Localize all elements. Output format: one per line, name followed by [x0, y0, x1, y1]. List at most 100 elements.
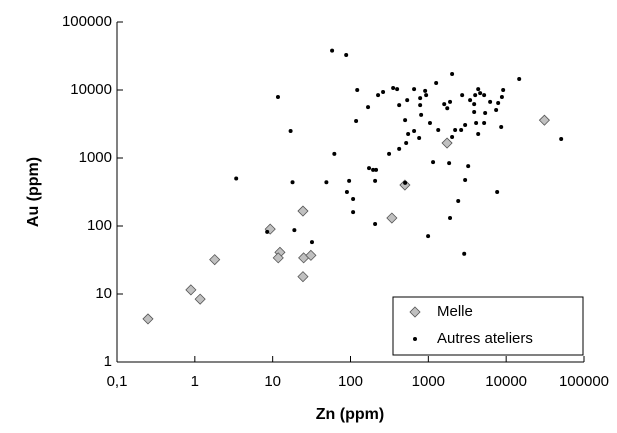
point	[344, 190, 349, 195]
point	[397, 146, 402, 151]
x-tick-label: 10000	[485, 373, 527, 390]
point	[406, 132, 411, 137]
point	[559, 137, 564, 142]
point	[265, 229, 270, 234]
melle-point	[194, 293, 206, 305]
point	[472, 102, 477, 107]
point	[423, 88, 428, 93]
point	[496, 100, 501, 105]
point	[450, 71, 455, 76]
point	[450, 134, 455, 139]
point	[292, 228, 297, 233]
x-tick-label: 100	[338, 373, 363, 390]
point	[403, 118, 408, 123]
point	[288, 128, 293, 133]
melle-point	[142, 313, 154, 325]
point	[412, 87, 417, 92]
point	[418, 96, 423, 101]
point	[448, 99, 453, 104]
legend-box	[392, 296, 584, 356]
melle-point	[185, 284, 197, 296]
point	[459, 128, 464, 133]
melle-point	[305, 249, 317, 261]
point	[234, 176, 239, 181]
melle-point	[441, 137, 453, 149]
point	[404, 141, 409, 146]
point	[494, 108, 499, 113]
point	[373, 178, 378, 183]
melle-point	[297, 205, 309, 217]
point	[347, 178, 352, 183]
point	[387, 151, 392, 156]
point	[431, 160, 436, 165]
point	[381, 89, 386, 94]
point	[499, 124, 504, 129]
point	[499, 94, 504, 99]
point	[405, 98, 410, 103]
point	[476, 87, 481, 92]
legend: Melle Autres ateliers	[392, 296, 584, 356]
point	[445, 106, 450, 111]
point	[424, 93, 429, 98]
point	[488, 99, 493, 104]
melle-point	[399, 179, 411, 191]
x-tick-label: 10	[264, 373, 281, 390]
y-tick-label: 1000	[79, 149, 112, 166]
point	[466, 164, 471, 169]
point	[460, 93, 465, 98]
point	[473, 93, 478, 98]
point	[391, 86, 396, 91]
melle-point	[297, 271, 309, 283]
point	[376, 93, 381, 98]
y-tick-label: 100	[87, 217, 112, 234]
point	[517, 77, 522, 82]
point	[463, 122, 468, 127]
x-tick-label: 100000	[559, 373, 609, 390]
point	[448, 216, 453, 221]
y-tick-label: 100000	[62, 13, 112, 30]
point	[427, 121, 432, 126]
legend-label: Melle	[437, 303, 473, 320]
point	[482, 121, 487, 126]
legend-label: Autres ateliers	[437, 330, 533, 347]
melle-point	[209, 254, 221, 266]
melle-point	[272, 252, 284, 264]
point	[468, 98, 473, 103]
y-tick-label: 10000	[70, 81, 112, 98]
y-tick-label: 10	[95, 285, 112, 302]
point	[478, 91, 483, 96]
y-axis-title: Au (ppm)	[25, 157, 42, 227]
point	[447, 161, 452, 166]
point	[436, 128, 441, 133]
legend-marker	[413, 337, 417, 341]
x-axis-title: Zn (ppm)	[316, 406, 384, 423]
point	[483, 110, 488, 115]
point	[344, 53, 349, 58]
point	[395, 87, 400, 92]
point	[417, 135, 422, 140]
point	[482, 93, 487, 98]
point	[442, 102, 447, 107]
legend-marker	[409, 306, 421, 318]
point	[309, 240, 314, 245]
y-tick-label: 1	[104, 353, 112, 370]
point	[472, 109, 477, 114]
point	[330, 48, 335, 53]
point	[366, 105, 371, 110]
point	[354, 119, 359, 124]
point	[351, 196, 356, 201]
melle-point	[538, 114, 550, 126]
point	[418, 103, 423, 108]
point	[474, 121, 479, 126]
point	[476, 132, 481, 137]
point	[462, 251, 467, 256]
point	[290, 180, 295, 185]
melle-point	[386, 212, 398, 224]
point	[371, 167, 376, 172]
point	[373, 222, 378, 227]
point	[495, 190, 500, 195]
point	[355, 88, 360, 92]
point	[332, 151, 337, 156]
point	[412, 128, 417, 133]
